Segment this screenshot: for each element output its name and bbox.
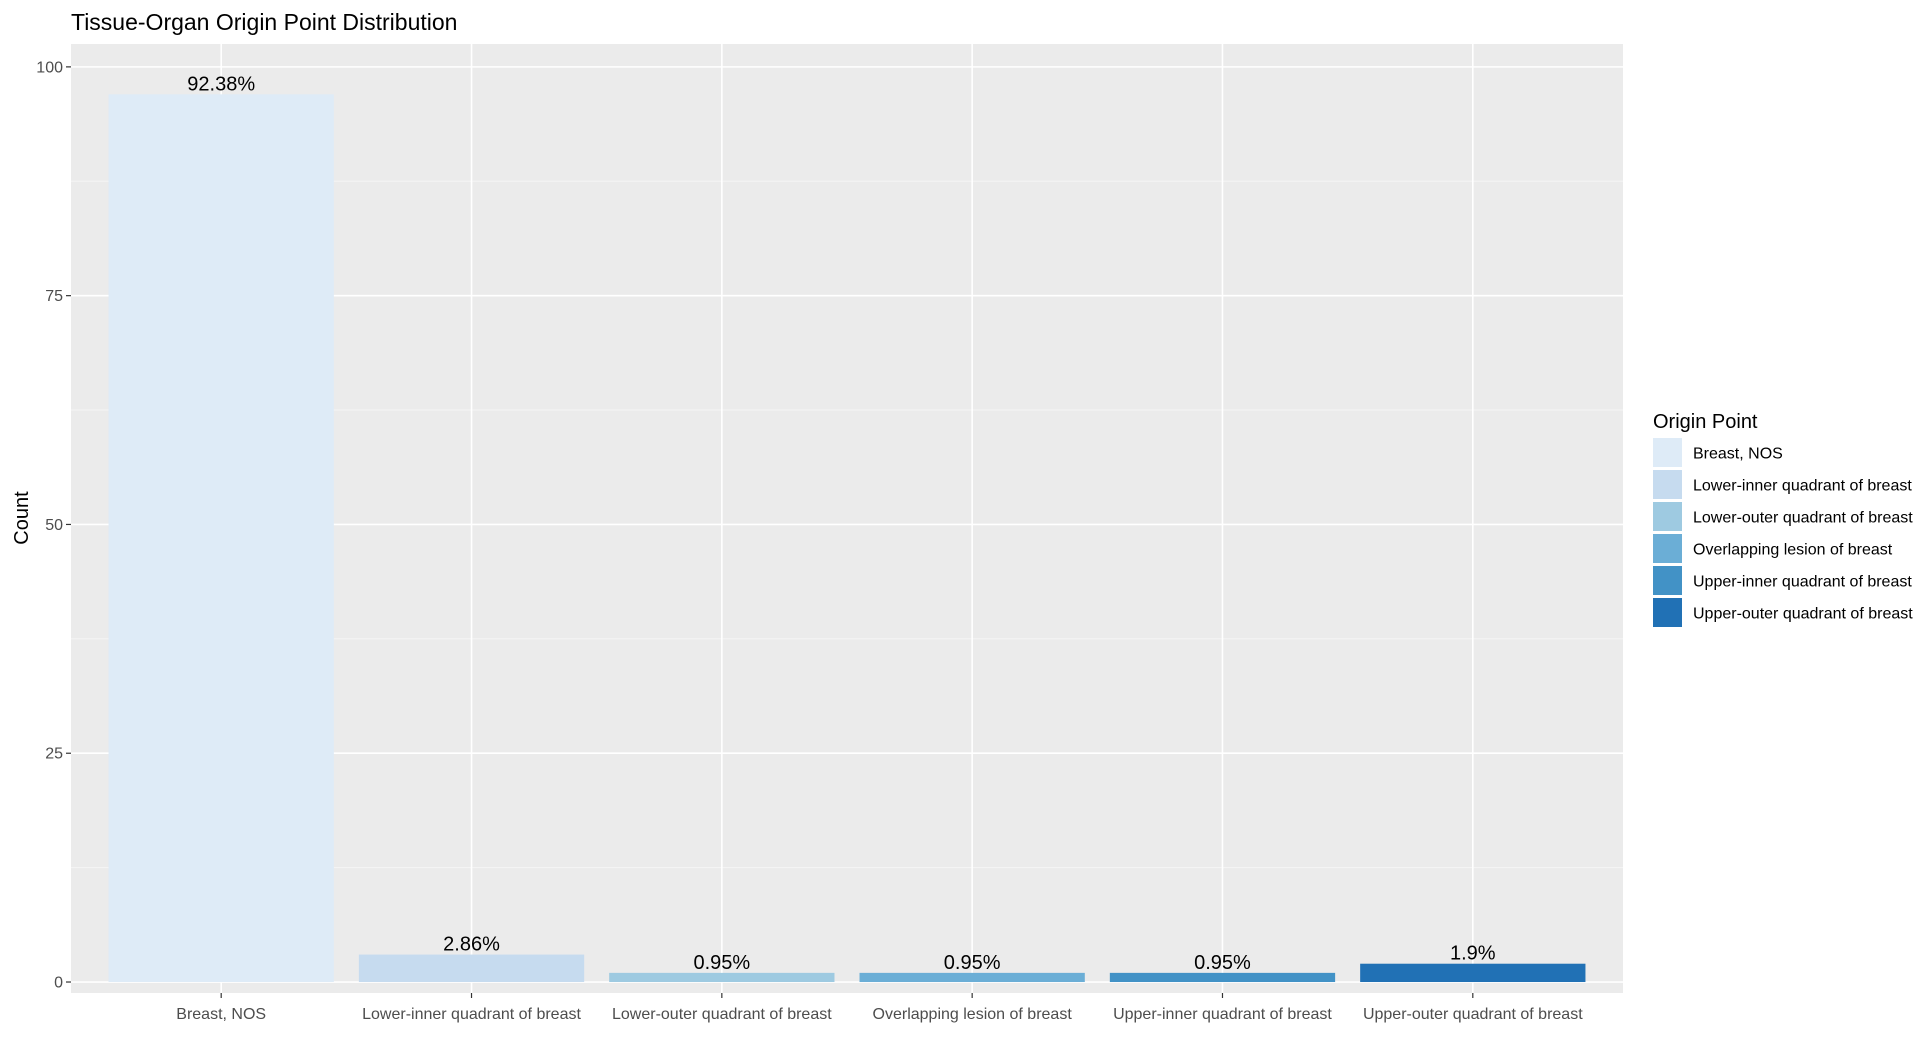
x-axis: Breast, NOS Lower-inner quadrant of breas… [176,993,1583,1023]
legend: Origin Point Breast, NOS Lower-inner quad… [1653,411,1913,627]
x-tick-label: Upper-outer quadrant of breast [1363,1006,1583,1023]
legend-key [1653,566,1682,595]
bar [609,972,835,983]
legend-key [1653,470,1682,499]
x-tick-label: Breast, NOS [176,1006,266,1023]
y-tick-label: 100 [36,59,63,76]
bar [1109,972,1336,983]
legend-label: Lower-inner quadrant of breast [1693,478,1912,495]
x-tick-label: Upper-inner quadrant of breast [1113,1006,1332,1023]
legend-key [1653,502,1682,531]
chart-title: Tissue-Organ Origin Point Distribution [71,9,457,35]
y-tick-label: 50 [45,517,63,534]
bar-value-label: 1.9% [1450,943,1496,965]
bar-value-label: 2.86% [443,934,500,956]
y-axis: 0 25 50 75 100 [36,59,71,992]
y-tick-label: 0 [54,975,63,992]
legend-label: Upper-outer quadrant of breast [1693,606,1913,623]
bar [859,972,1085,983]
x-tick-label: Overlapping lesion of breast [873,1006,1073,1023]
legend-items: Breast, NOS Lower-inner quadrant of breas… [1653,438,1913,627]
bar [108,94,334,983]
x-tick-label: Lower-inner quadrant of breast [362,1006,581,1023]
bar-value-label: 92.38% [187,73,255,95]
labels-layer: 92.38% 2.86% 0.95% 0.95% 0.95% 1.9% [187,73,1496,974]
bar [1360,963,1586,983]
y-axis-title: Count [11,491,33,545]
bar-value-label: 0.95% [693,952,750,974]
bars-layer [108,94,1586,983]
y-tick-label: 75 [45,288,63,305]
legend-label: Lower-outer quadrant of breast [1693,510,1913,527]
y-tick-label: 25 [45,746,63,763]
legend-key [1653,534,1682,563]
x-tick-label: Lower-outer quadrant of breast [612,1006,832,1023]
bar-value-label: 0.95% [1194,952,1251,974]
legend-label: Overlapping lesion of breast [1693,542,1893,559]
legend-title: Origin Point [1653,411,1758,433]
legend-key [1653,438,1682,467]
legend-label: Breast, NOS [1693,446,1783,463]
bar [358,954,585,983]
bar-value-label: 0.95% [944,952,1001,974]
legend-label: Upper-inner quadrant of breast [1693,574,1912,591]
legend-key [1653,598,1682,627]
